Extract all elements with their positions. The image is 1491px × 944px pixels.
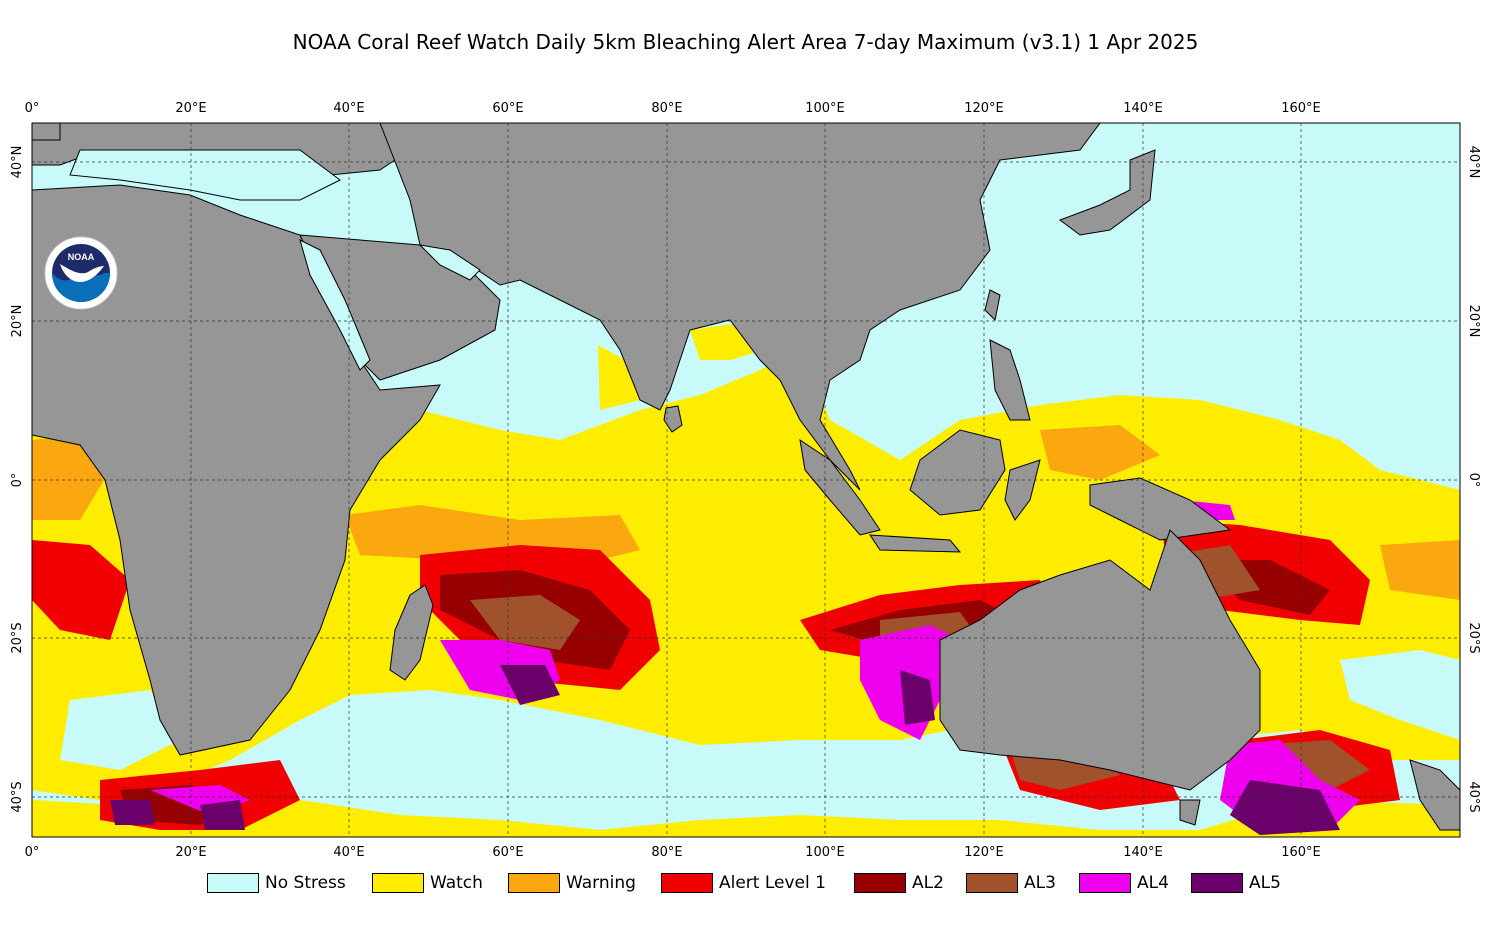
left-tick: 40°S [10,781,25,812]
left-tick: 20°N [10,305,25,338]
top-tick: 0° [25,101,40,116]
left-tick: 0° [10,473,25,488]
right-tick: 20°S [1466,622,1481,653]
legend-label: AL4 [1137,873,1169,893]
top-tick: 160°E [1281,101,1321,116]
legend-swatch [966,873,1018,893]
right-ticks: 40°N 20°N 0° 20°S 40°S [1466,146,1481,813]
legend-swatch [207,873,259,893]
top-tick: 60°E [492,101,523,116]
top-tick: 100°E [805,101,845,116]
legend-item-watch: Watch [372,871,483,895]
bottom-tick: 100°E [805,845,845,860]
top-tick: 20°E [175,101,206,116]
graticule [32,123,1460,837]
japan-land [1058,149,1156,236]
no-stress-pockets [60,650,1460,820]
top-tick: 80°E [651,101,682,116]
top-tick: 140°E [1123,101,1163,116]
legend-item-al4: AL4 [1079,871,1169,895]
al5-zones [110,665,1340,835]
legend-swatch [854,873,906,893]
bottom-tick: 0° [25,845,40,860]
land-masses [32,123,1460,831]
legend-item-warning: Warning [508,871,636,895]
madagascar-land [389,584,434,681]
top-ticks: 0° 20°E 40°E 60°E 80°E 100°E 120°E 140°E… [25,101,1321,116]
legend-item-alert-level-1: Alert Level 1 [661,871,826,895]
chart-title: NOAA Coral Reef Watch Daily 5km Bleachin… [292,30,1199,54]
legend-swatch [661,873,713,893]
legend: No Stress Watch Warning Alert Level 1 AL… [0,871,1491,897]
inland-seas [69,149,481,371]
legend-swatch [1191,873,1243,893]
legend-label: Alert Level 1 [719,873,826,893]
right-tick: 20°N [1466,305,1481,338]
left-ticks: 40°N 20°N 0° 20°S 40°S [10,146,25,813]
legend-item-al2: AL2 [854,871,944,895]
left-tick: 40°N [10,146,25,179]
legend-item-no-stress: No Stress [207,871,346,895]
bottom-tick: 40°E [333,845,364,860]
legend-item-al3: AL3 [966,871,1056,895]
legend-swatch [1079,873,1131,893]
australia-land [939,529,1261,791]
right-tick: 40°S [1466,781,1481,812]
bottom-tick: 160°E [1281,845,1321,860]
right-tick: 0° [1466,473,1481,488]
legend-label: AL2 [912,873,944,893]
bottom-tick: 80°E [651,845,682,860]
left-tick: 20°S [10,622,25,653]
right-tick: 40°N [1466,146,1481,179]
bottom-tick: 120°E [964,845,1004,860]
legend-item-al5: AL5 [1191,871,1281,895]
asia-land [379,123,1101,491]
map-area [32,123,1460,837]
top-tick: 120°E [964,101,1004,116]
legend-label: AL3 [1024,873,1056,893]
legend-label: AL5 [1249,873,1281,893]
bottom-tick: 20°E [175,845,206,860]
noaa-logo-text: NOAA [68,252,95,262]
new-guinea-land [1089,477,1232,541]
bottom-ticks: 0° 20°E 40°E 60°E 80°E 100°E 120°E 140°E… [25,845,1321,860]
top-tick: 40°E [333,101,364,116]
legend-swatch [372,873,424,893]
sumatra-land [799,438,881,536]
bottom-tick: 140°E [1123,845,1163,860]
noaa-logo-icon: NOAA [44,236,118,310]
legend-label: Watch [430,873,483,893]
map-frame [31,122,1461,838]
bottom-tick: 60°E [492,845,523,860]
borneo-land [909,429,1006,516]
legend-label: No Stress [265,873,346,893]
legend-label: Warning [566,873,636,893]
legend-swatch [508,873,560,893]
